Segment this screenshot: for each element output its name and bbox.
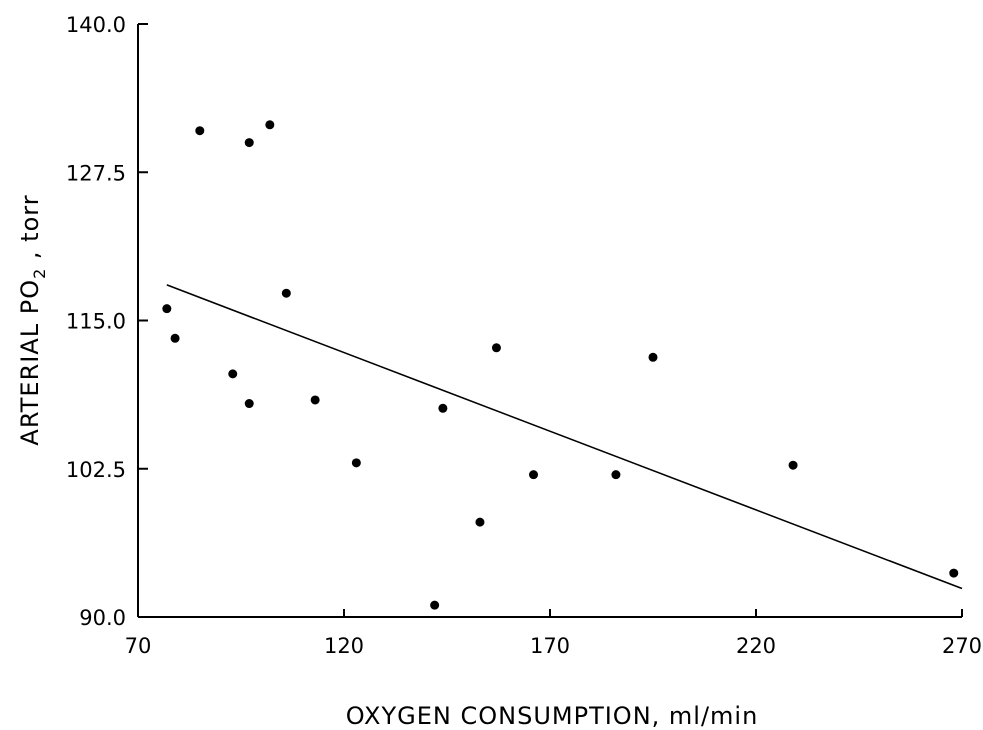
data-point (162, 304, 172, 314)
data-point (170, 333, 180, 343)
data-point (228, 369, 238, 379)
data-point (949, 568, 959, 578)
data-point (281, 288, 291, 298)
y-axis-title-unit: , torr (16, 194, 44, 267)
y-tick-label: 127.5 (66, 161, 126, 185)
data-point (438, 403, 448, 413)
data-point (430, 600, 440, 610)
data-points (162, 120, 959, 610)
data-point (265, 120, 275, 130)
x-axis-title: OXYGEN CONSUMPTION, ml/min (346, 702, 759, 730)
data-point (788, 460, 798, 470)
y-tick-label: 102.5 (66, 458, 126, 482)
data-point (351, 458, 361, 468)
data-point (195, 126, 205, 136)
data-point (244, 399, 254, 409)
y-tick-label: 115.0 (66, 310, 126, 334)
y-axis-title: ARTERIAL PO2 , torr (16, 194, 49, 445)
data-point (475, 517, 485, 527)
x-tick-label: 220 (736, 634, 776, 658)
y-axis-title-subscript: 2 (30, 268, 49, 279)
data-point (310, 395, 320, 405)
data-point (529, 470, 539, 480)
data-point (611, 470, 621, 480)
data-point (244, 138, 254, 148)
x-tick-label: 270 (942, 634, 982, 658)
x-axis-ticks: 70 120 170 220 270 (125, 609, 982, 658)
x-tick-label: 170 (530, 634, 570, 658)
x-tick-label: 120 (324, 634, 364, 658)
x-tick-label: 70 (125, 634, 152, 658)
y-tick-label: 90.0 (79, 606, 126, 630)
y-tick-label: 140.0 (66, 13, 126, 37)
data-point (491, 343, 501, 353)
data-point (648, 352, 658, 362)
regression-line (166, 284, 963, 590)
y-axis-ticks: 90.0 102.5 115.0 127.5 140.0 (66, 13, 148, 630)
y-axis-title-main: ARTERIAL PO (16, 279, 44, 446)
